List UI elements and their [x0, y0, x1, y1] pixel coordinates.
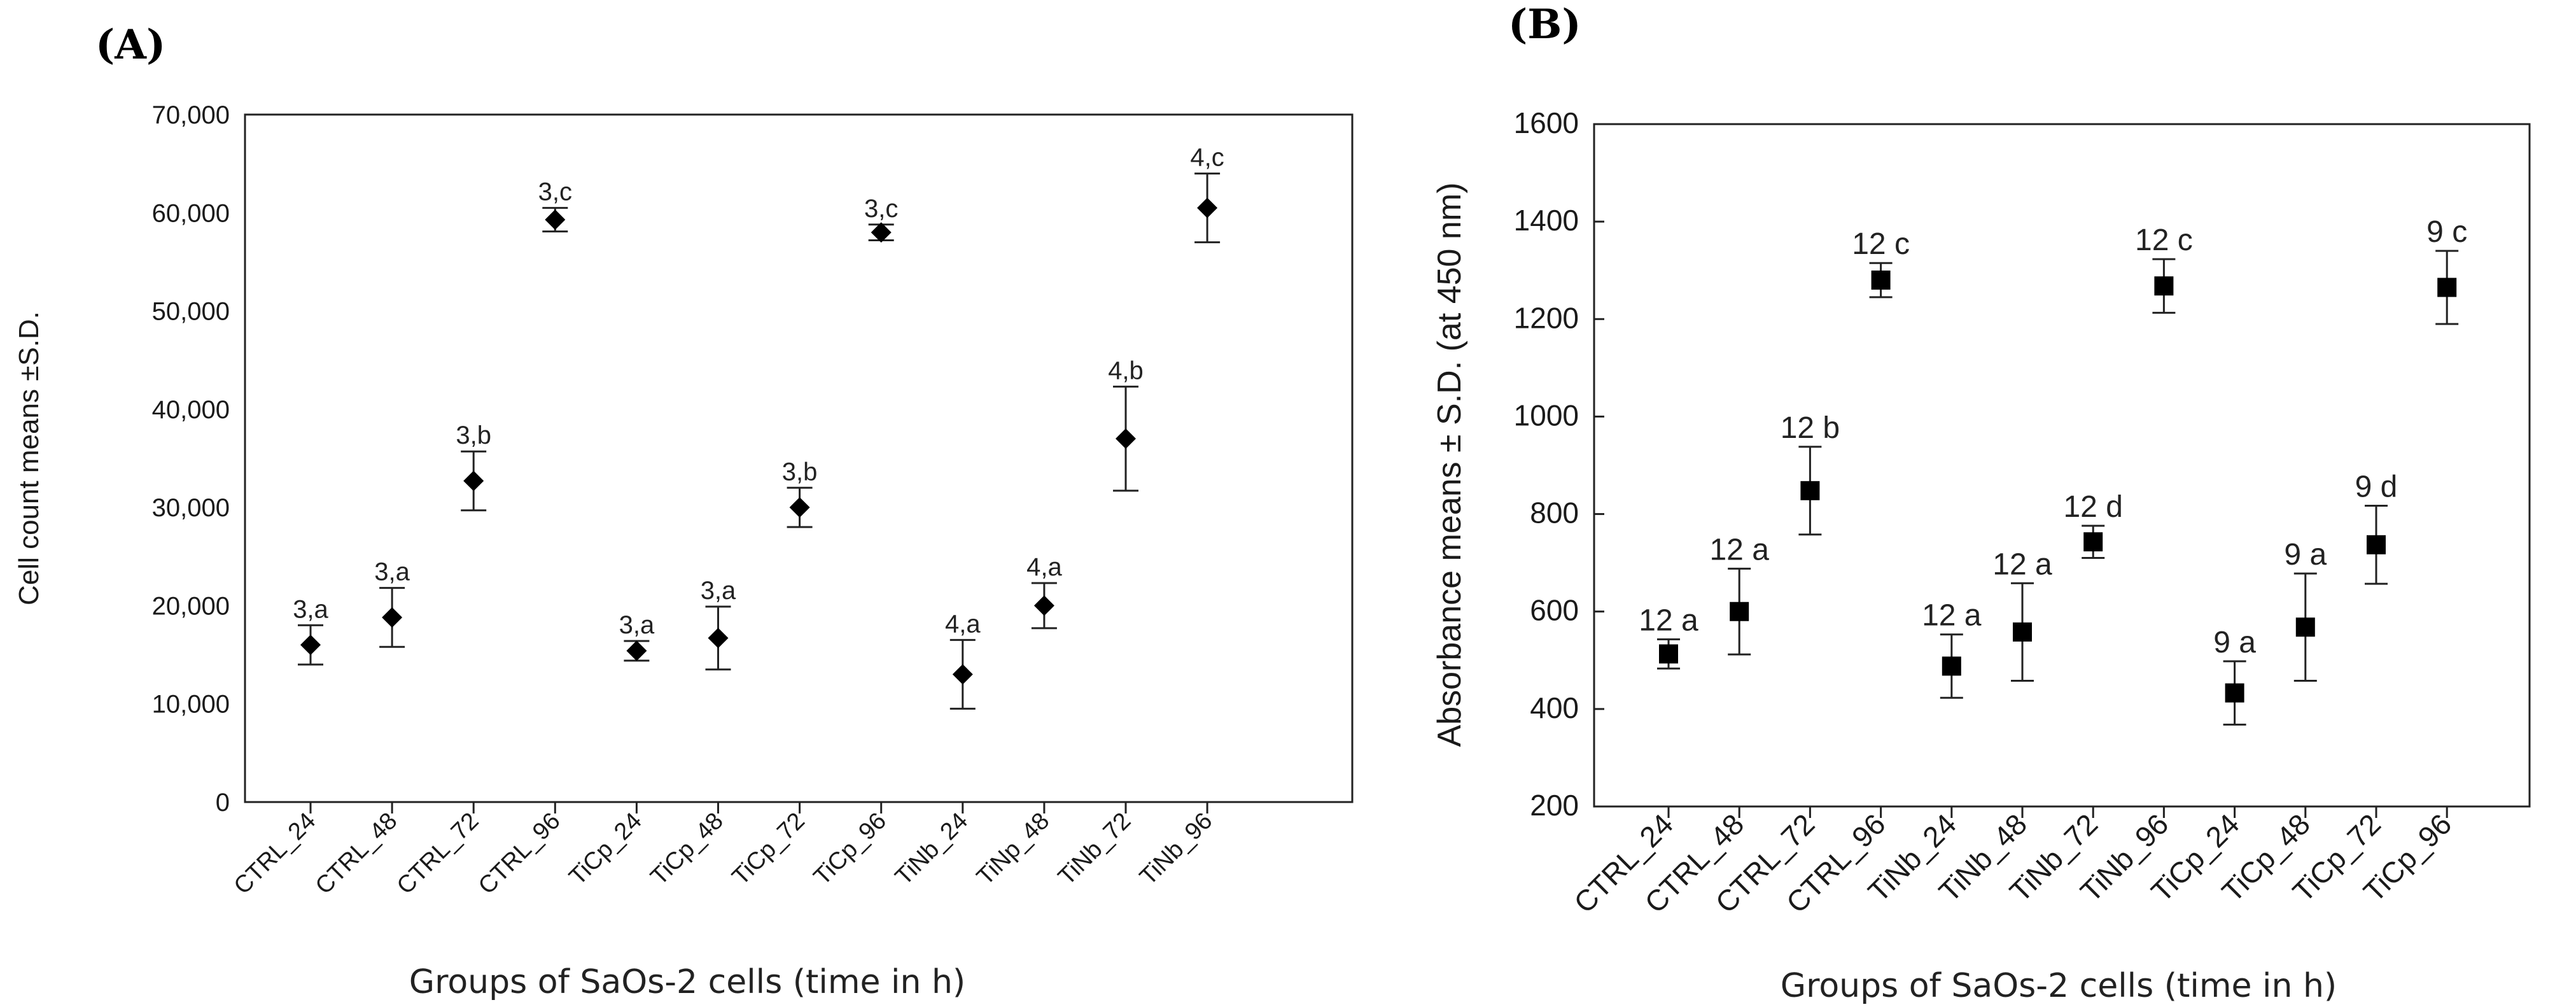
panel-b-label: (B)	[1508, 1, 1581, 48]
panel-a-data-label: 3,a	[293, 595, 328, 623]
panel-a-data-point	[789, 497, 810, 518]
panel-b-y-tick-label: 400	[1530, 691, 1579, 724]
panel-a-data-point	[952, 664, 973, 685]
panel-b-data-label: 12 a	[1922, 599, 1982, 633]
panel-b-data-label: 9 a	[2284, 538, 2327, 572]
panel-b-y-tick-label: 1600	[1514, 106, 1579, 139]
panel-b-data-point	[1800, 481, 1820, 500]
panel-a-x-tick-label: CTRL_24	[229, 808, 321, 900]
panel-a-x-tick-label: TiCp_96	[809, 808, 892, 891]
panel-b-y-tick-label: 200	[1530, 789, 1579, 822]
panel-a-data-point	[871, 222, 892, 243]
panel-a-data-point	[1033, 595, 1054, 616]
panel-b-data-point	[2013, 622, 2032, 642]
panel-a-x-tick-label: CTRL_96	[473, 808, 566, 900]
panel-b-data-label: 12 c	[1852, 227, 1910, 261]
panel-a-label: (A)	[95, 21, 165, 69]
panel-a-x-tick-label: TiCp_24	[564, 808, 647, 891]
panel-b-data-point	[2437, 278, 2457, 297]
panel-b-y-tick-label: 800	[1530, 496, 1579, 530]
panel-a-data-label: 3,a	[619, 611, 655, 639]
panel-a-x-axis-title: Groups of SaOs-2 cells (time in h)	[409, 963, 965, 1001]
panel-a-data-point	[1197, 197, 1218, 218]
panel-a-data-point	[708, 628, 729, 649]
panel-b-data-label: 12 c	[2135, 223, 2193, 257]
panel-a-data-point	[300, 635, 321, 656]
panel-a-data-point	[463, 470, 484, 491]
panel-a-x-tick-label: CTRL_48	[311, 808, 403, 900]
panel-b-y-tick-label: 1400	[1514, 204, 1579, 237]
panel-a-data-label: 3,b	[456, 421, 491, 449]
panel-b-plot-frame	[1593, 123, 2531, 808]
panel-a-plot-frame	[244, 113, 1354, 803]
panel-a-x-tick-label: TiNp_48	[972, 808, 1054, 891]
panel-b-y-axis-title: Absorbance means ± S.D. (at 450 nm)	[1431, 183, 1468, 747]
panel-a-y-tick-label: 30,000	[152, 494, 230, 522]
panel-a-x-tick-label: CTRL_72	[392, 808, 484, 900]
panel-a-x-tick-label: TiCp_72	[727, 808, 810, 891]
panel-a-data-point	[1116, 428, 1136, 449]
panel-a-y-axis-title: Cell count means ±S.D.	[13, 311, 45, 605]
panel-b-data-point	[2225, 683, 2244, 703]
panel-a-y-tick-label: 40,000	[152, 396, 230, 424]
panel-b-y-tick-label: 1000	[1514, 398, 1579, 432]
panel-b-data-point	[2295, 617, 2315, 637]
panel-a-data-label: 4,c	[1190, 144, 1224, 172]
panel-a-data-label: 3,c	[538, 178, 572, 206]
panel-a-data-label: 3,c	[864, 195, 898, 223]
panel-b-y-tick-label: 1200	[1514, 301, 1579, 334]
panel-a-data-point	[545, 209, 566, 230]
panel-b-data-label: 9 d	[2355, 470, 2398, 504]
panel-a-data-label: 4,a	[1026, 553, 1062, 581]
panel-a-x-tick-label: TiCp_48	[646, 808, 729, 891]
panel-b-data-point	[1730, 602, 1749, 621]
panel-a-data-point	[382, 607, 403, 628]
panel-b-y-tick-label: 600	[1530, 594, 1579, 627]
panel-a-y-tick-label: 0	[216, 789, 230, 817]
panel-b-data-label: 12 b	[1781, 411, 1840, 445]
panel-a-data-label: 3,a	[701, 577, 736, 605]
panel-a-y-tick-label: 70,000	[152, 101, 230, 129]
panel-b-data-point	[1942, 656, 1961, 676]
panel-a-data-point	[626, 640, 647, 661]
panel-b-data-label: 12 a	[1709, 533, 1769, 567]
panel-b-data-point	[1659, 644, 1678, 664]
panel-a-x-tick-label: TiNb_72	[1053, 808, 1136, 891]
panel-b-x-axis-title: Groups of SaOs-2 cells (time in h)	[1781, 967, 2337, 1005]
panel-b-data-label: 9 a	[2213, 626, 2256, 659]
panel-a-y-tick-label: 60,000	[152, 199, 230, 227]
panel-b-data-label: 12 a	[1992, 547, 2052, 581]
panel-a-x-tick-label: TiNb_96	[1135, 808, 1217, 891]
panel-b-data-point	[2083, 532, 2103, 552]
panel-a-y-tick-label: 20,000	[152, 592, 230, 620]
panel-b-data-label: 12 a	[1639, 603, 1698, 637]
panel-a-data-label: 3,a	[374, 558, 410, 586]
panel-b-data-label: 9 c	[2426, 215, 2467, 249]
panel-b-data-point	[2154, 276, 2174, 296]
panel-b-data-label: 12 d	[2063, 490, 2122, 524]
panel-a-y-tick-label: 50,000	[152, 298, 230, 326]
panel-b-data-point	[2367, 535, 2386, 554]
panel-b-data-point	[1871, 271, 1891, 290]
panel-a-data-label: 3,b	[782, 458, 818, 486]
panel-a-x-tick-label: TiNb_24	[890, 808, 973, 891]
panel-a-y-tick-label: 10,000	[152, 691, 230, 719]
panel-a-marks: 0 10,000 20,000 30,000 40,000 50,000 60,000 70,…	[152, 101, 1224, 899]
panel-a-data-label: 4,a	[945, 610, 981, 638]
panel-a-data-label: 4,b	[1108, 356, 1144, 384]
